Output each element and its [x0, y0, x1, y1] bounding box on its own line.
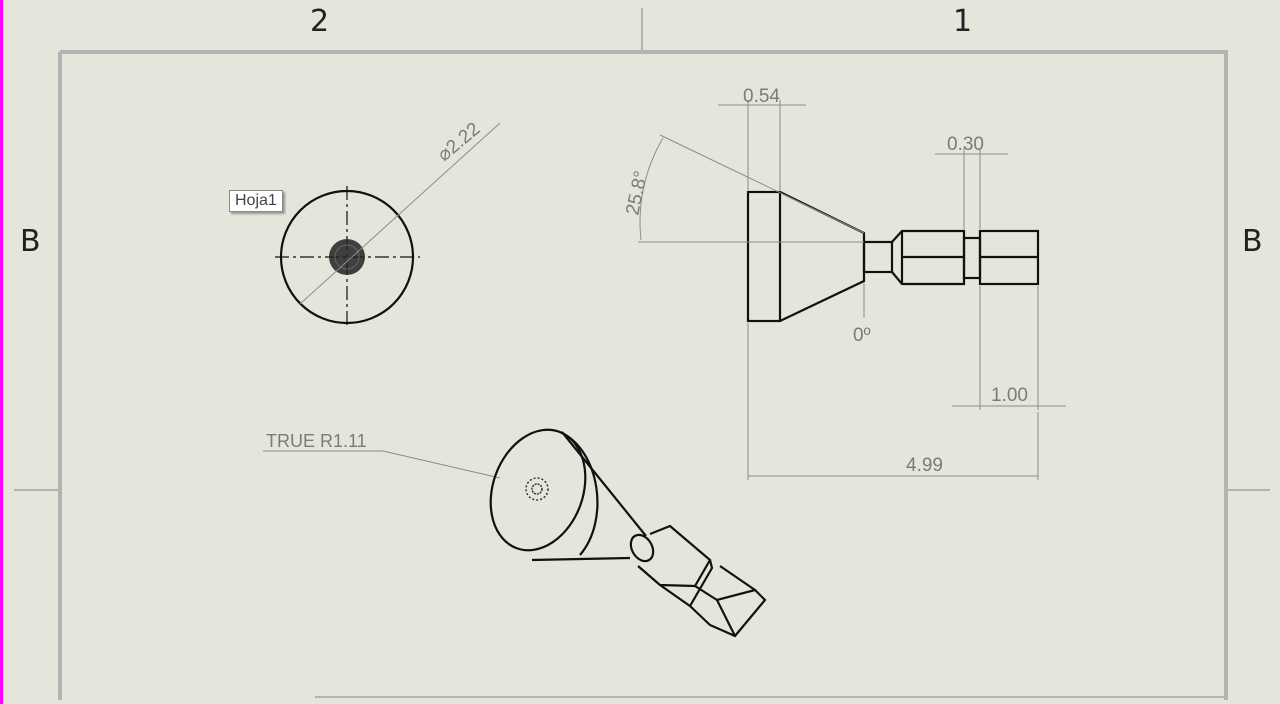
angle-dimension[interactable]: 25.8°: [622, 169, 652, 217]
sheet-frame: [14, 8, 1270, 700]
sheet-tooltip: Hoja1: [229, 190, 283, 212]
radius-note[interactable]: TRUE R1.11: [266, 431, 367, 451]
angle-zero-dimension[interactable]: 0º: [853, 325, 871, 346]
zone-label-b-left: B: [20, 224, 41, 259]
side-view[interactable]: [746, 190, 1040, 323]
front-view[interactable]: [275, 122, 501, 328]
dimension-lines: [263, 100, 1066, 480]
face-width-dimension[interactable]: 0.54: [743, 86, 780, 107]
overall-length-dimension[interactable]: 4.99: [906, 455, 943, 476]
hex-length-dimension[interactable]: 1.00: [991, 385, 1028, 406]
window-edge-highlight: [0, 0, 3, 704]
zone-label-b-right: B: [1242, 224, 1263, 259]
isometric-center-mark: [525, 477, 549, 501]
isometric-view[interactable]: [475, 416, 767, 638]
center-hatch-mark: [329, 239, 365, 275]
diameter-dimension[interactable]: ⌀2.22: [434, 119, 485, 166]
groove-dimension[interactable]: 0.30: [947, 134, 984, 155]
zone-label-1: 1: [953, 4, 973, 39]
zone-label-2: 2: [310, 4, 330, 39]
